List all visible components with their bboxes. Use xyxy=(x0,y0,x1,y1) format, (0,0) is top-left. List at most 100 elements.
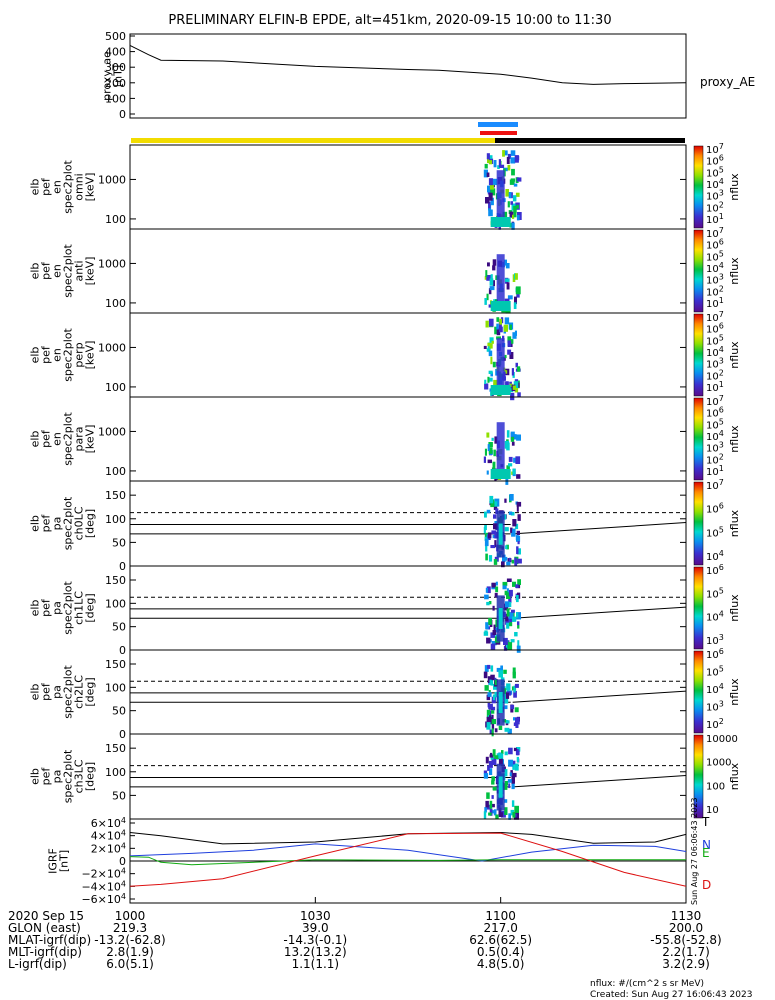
y-label-line: pef xyxy=(40,261,53,280)
spectrogram-cell xyxy=(508,747,513,755)
spectrogram-cell xyxy=(515,535,519,540)
y-label-line: elb xyxy=(29,431,42,448)
y-tick-label: 150 xyxy=(105,658,126,671)
y-tick-label: 150 xyxy=(105,742,126,755)
y-label-line: ch3LC xyxy=(73,759,86,793)
spectrogram-cell xyxy=(515,286,521,295)
spectrogram-cell xyxy=(516,215,520,221)
spectrogram-cell xyxy=(506,683,511,691)
spectrogram-cell xyxy=(493,523,498,530)
spectrogram-cell xyxy=(492,605,495,611)
spectrogram-cell xyxy=(483,773,489,779)
spectrogram-cell xyxy=(491,795,494,799)
spectrogram-cell xyxy=(498,807,502,815)
y-label-line: [deg] xyxy=(84,593,97,622)
spectrogram-cell xyxy=(514,632,518,637)
table-cell: 219.3 xyxy=(113,921,147,935)
spectrogram-cell xyxy=(487,532,492,539)
spectrogram-cell xyxy=(508,557,511,561)
legend-T: T xyxy=(701,815,710,829)
table-cell: 0.5(0.4) xyxy=(477,945,525,959)
y-label-line: pef xyxy=(40,767,53,786)
table-cell: -14.3(-0.1) xyxy=(283,933,347,947)
spectrogram-cell xyxy=(492,361,496,368)
spectrogram-cell xyxy=(491,710,495,714)
spectrogram-cell xyxy=(504,751,508,756)
spectrogram-cell xyxy=(505,720,509,724)
table-cell: MLT-igrf(dip) xyxy=(8,945,82,959)
igrf-series xyxy=(129,831,687,887)
y-tick-label: 1000 xyxy=(98,425,126,438)
spectrogram-cell xyxy=(512,528,516,536)
spectrogram-cell xyxy=(507,642,513,650)
spectrogram-cell xyxy=(491,780,495,785)
ephemeris-table: 2020 Sep 15 1000 1030 1100 1130 GLON (east) 21… xyxy=(8,897,722,971)
spectrogram-cell xyxy=(513,690,517,698)
spectrogram-cell xyxy=(508,192,512,199)
spectrogram-cell xyxy=(484,511,487,518)
spectrogram-cell xyxy=(496,323,499,330)
spectrogram-cell xyxy=(486,586,491,594)
colorbar xyxy=(693,313,704,397)
y-axis-label: proxy_ae[nT] xyxy=(101,51,125,101)
spectrogram-cell xyxy=(500,810,506,818)
spectrogram-cell xyxy=(487,376,490,383)
spectrogram-cell xyxy=(513,717,516,721)
spectrogram-core xyxy=(490,217,511,227)
spectrogram-cell xyxy=(487,342,491,347)
y-label-line: elb xyxy=(29,600,42,617)
spectrogram-cell xyxy=(484,536,488,541)
spectrogram-cell xyxy=(492,178,497,185)
colorbar xyxy=(693,734,704,819)
colorbar-tick-label: 10 xyxy=(706,805,719,816)
spectrogram-cell xyxy=(483,811,487,820)
spectrogram-cell xyxy=(496,336,501,340)
y-label-line: ch2LC xyxy=(73,675,86,709)
spectrogram-cell xyxy=(488,288,492,295)
igrf-line-N xyxy=(129,843,687,862)
spectrogram-cell xyxy=(509,211,514,218)
y-label-line: spec2plot xyxy=(62,665,75,719)
spectrogram-cell xyxy=(512,616,517,622)
spectrogram-cell xyxy=(503,637,508,645)
loss-cone-trend xyxy=(512,690,687,703)
spectrogram-core xyxy=(496,170,505,227)
igrf-line-D xyxy=(129,832,687,887)
spectrogram-cell xyxy=(488,812,492,816)
spectrogram-cell xyxy=(488,447,493,454)
y-label-line: pa xyxy=(51,601,64,615)
spectrogram-cell xyxy=(508,456,513,462)
footer-stamp: Sun Aug 27 06:06:43 2023 xyxy=(690,798,699,905)
spectrogram-cell xyxy=(488,690,491,694)
spectrogram-cell xyxy=(513,381,519,388)
table-cell: 4.8(5.0) xyxy=(477,957,525,971)
spectrogram-cell xyxy=(490,197,494,206)
y-label-line: pef xyxy=(40,177,53,196)
y-label-line: ch0LC xyxy=(73,506,86,540)
spectrogram-cell xyxy=(483,631,489,636)
spectrogram-cell xyxy=(493,503,498,510)
panel-frame xyxy=(129,733,687,820)
spectrogram-cell xyxy=(496,317,500,322)
spectrogram-cells xyxy=(483,494,522,568)
spectrogram-cell xyxy=(484,383,489,390)
y-label-line: omni xyxy=(73,173,86,200)
spectrogram-cell xyxy=(506,430,510,438)
spectrogram-cell xyxy=(508,612,514,619)
spectrogram-cell xyxy=(485,270,488,277)
spectrogram-cell xyxy=(514,707,519,713)
spectrogram-cell xyxy=(512,195,517,202)
spectrogram-cell xyxy=(487,459,492,464)
table-cell: 2.2(1.7) xyxy=(662,945,710,959)
spectrogram-cell xyxy=(508,759,513,767)
spectrogram-cell xyxy=(516,501,522,507)
ae-y-ticks: 500 400 300 200 100 0 xyxy=(105,30,135,121)
colorbar-label: nflux xyxy=(728,257,741,285)
spectrogram-cell xyxy=(509,494,514,501)
spectrogram-cell xyxy=(515,584,519,588)
spectrogram-cell xyxy=(517,366,521,372)
spectrogram-cell xyxy=(498,224,501,230)
spectrogram-cell xyxy=(508,813,511,820)
spectrogram-cell xyxy=(484,532,488,541)
